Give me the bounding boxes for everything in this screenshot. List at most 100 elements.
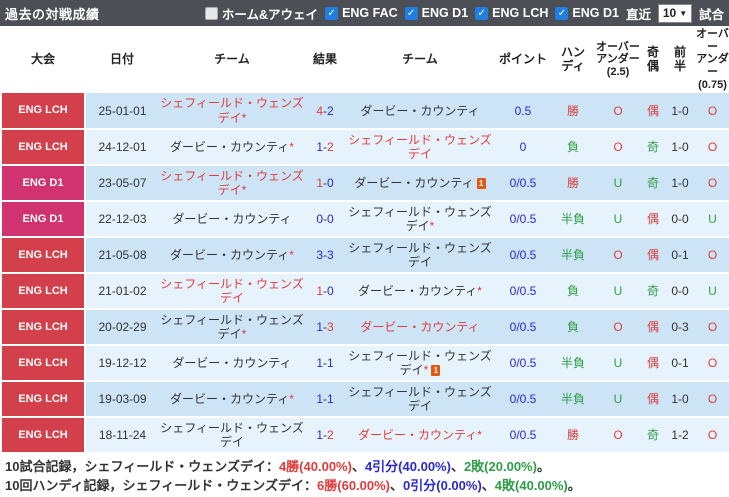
home-score: 4	[316, 103, 323, 118]
home-score: 1	[316, 392, 323, 406]
odd-even-result: 奇	[641, 165, 665, 203]
away-team: ダービー・カウンティ	[345, 93, 495, 131]
chevron-down-icon: ▼	[679, 8, 688, 18]
match-score: 1-2	[305, 129, 345, 167]
match-date: 21-01-02	[85, 273, 159, 311]
col-header-home-team: チーム	[159, 26, 305, 94]
star-marker: *	[423, 363, 429, 378]
handicap-result: 半負	[551, 381, 595, 419]
table-row: ENG LCH 19-03-09 ダービー・カウンティ* 1-1 シェフィールド…	[0, 381, 729, 419]
league-filter-checkbox[interactable]: ✓ ENG LCH	[475, 6, 548, 20]
summary-segment: 、	[450, 459, 464, 475]
league-filter-checkbox[interactable]: ✓ ENG D1	[555, 6, 619, 20]
summary-segment: 、	[481, 478, 495, 494]
match-score: 0-0	[305, 201, 345, 239]
over-under-25-result: U	[595, 381, 641, 419]
league-filter-checkbox[interactable]: ✓ ENG D1	[404, 6, 469, 20]
match-date: 19-12-12	[85, 345, 159, 383]
page-title: 過去の対戦成績	[5, 6, 100, 22]
handicap-result: 負	[551, 129, 595, 167]
over-under-075-result: O	[695, 129, 729, 167]
summary-line: 10回ハンディ記録，シェフィールド・ウェンズデイ：6勝(60.00%)、0引分(…	[5, 476, 724, 495]
score-separator: -	[323, 103, 327, 118]
over-under-25-result: O	[595, 309, 641, 347]
odd-even-result: 偶	[641, 201, 665, 239]
over-under-075-result: O	[695, 93, 729, 131]
match-date: 25-01-01	[85, 93, 159, 131]
league-badge: ENG LCH	[0, 345, 86, 383]
star-marker: *	[289, 140, 294, 154]
league-badge: ENG LCH	[0, 417, 86, 455]
over-under-25-result: O	[595, 237, 641, 275]
away-score: 2	[327, 140, 334, 154]
match-score: 1-0	[305, 273, 345, 311]
star-marker: *	[241, 110, 247, 125]
over-under-25-result: U	[595, 273, 641, 311]
team-name: ダービー・カウンティ	[354, 176, 474, 190]
odd-even-result: 偶	[641, 309, 665, 347]
checkbox-checked-icon: ✓	[475, 6, 489, 20]
col-header-first-half: 前 半	[665, 26, 695, 94]
over-under-075-result: U	[695, 273, 729, 311]
half-time-score: 0-1	[665, 237, 695, 275]
table-row: ENG LCH 19-12-12 ダービー・カウンティ 1-1 シェフィールド・…	[0, 345, 729, 383]
summary-segment: 10回ハンディ記録，シェフィールド・ウェンズデイ：	[5, 478, 318, 494]
col-header-date: 日付	[85, 26, 159, 94]
points-cell: 0/0.5	[495, 165, 551, 203]
over-under-075-result: O	[695, 345, 729, 383]
match-score: 1-0	[305, 165, 345, 203]
star-marker: *	[429, 219, 435, 234]
checkbox-checked-icon: ✓	[555, 6, 569, 20]
match-date: 19-03-09	[85, 381, 159, 419]
team-name: シェフィールド・ウェンズデイ	[348, 204, 492, 234]
team-name: ダービー・カウンティ	[358, 428, 478, 442]
points-cell: 0/0.5	[495, 381, 551, 419]
home-team: ダービー・カウンティ	[159, 345, 305, 383]
team-name: シェフィールド・ウェンズデイ	[160, 168, 304, 198]
home-score: 0	[316, 212, 323, 226]
match-score: 4-2	[305, 93, 345, 131]
home-team: シェフィールド・ウェンズデイ	[159, 273, 305, 311]
league-filter-checkbox[interactable]: ✓ ENG FAC	[325, 6, 398, 20]
summary-segment: 4引分(40.00%)	[364, 459, 451, 475]
recent-count-select[interactable]: 10 ▼	[657, 3, 692, 23]
over-under-075-result: O	[695, 237, 729, 275]
odd-even-result: 奇	[641, 129, 665, 167]
half-time-score: 1-0	[665, 165, 695, 203]
half-time-score: 0-0	[665, 273, 695, 311]
checkbox-unchecked-icon	[204, 6, 218, 20]
match-score: 3-3	[305, 237, 345, 275]
home-score: 1	[316, 284, 323, 298]
col-header-odd-even: 奇 偶	[641, 26, 665, 94]
home-team: ダービー・カウンティ*	[159, 129, 305, 167]
filter-label: ENG D1	[421, 6, 469, 20]
summary-segment: 10試合記録，シェフィールド・ウェンズデイ：	[5, 459, 279, 475]
match-date: 22-12-03	[85, 201, 159, 239]
handicap-result: 半負	[551, 201, 595, 239]
odd-even-result: 偶	[641, 237, 665, 275]
star-marker: *	[241, 183, 247, 198]
team-name: シェフィールド・ウェンズデイ	[160, 276, 304, 306]
summary-segment: 2敗(20.00%)	[463, 459, 537, 475]
over-under-25-result: U	[595, 345, 641, 383]
home-away-label: ホーム&アウェイ	[221, 7, 319, 22]
points-cell: 0.5	[495, 93, 551, 131]
table-header-row: 大会 日付 チーム 結果 チーム ポイント ハン ディ オーバー アンダー (2…	[1, 26, 729, 94]
away-score: 1	[327, 356, 334, 370]
home-score: 1	[316, 356, 323, 370]
home-team: ダービー・カウンティ	[159, 201, 305, 239]
table-row: ENG LCH 25-01-01 シェフィールド・ウェンズデイ* 4-2 ダービ…	[0, 93, 729, 131]
games-label: 試合	[698, 7, 724, 22]
league-badge: ENG LCH	[0, 237, 86, 275]
team-name: シェフィールド・ウェンズデイ	[348, 384, 492, 414]
home-away-checkbox[interactable]: ホーム&アウェイ	[204, 4, 319, 23]
checkbox-checked-icon: ✓	[404, 6, 418, 20]
team-name: ダービー・カウンティ	[170, 248, 290, 262]
over-under-075-result: O	[695, 417, 729, 455]
col-header-away-team: チーム	[345, 26, 495, 94]
league-badge: ENG D1	[0, 201, 86, 239]
half-time-score: 0-3	[665, 309, 695, 347]
points-cell: 0/0.5	[495, 309, 551, 347]
handicap-result: 負	[551, 309, 595, 347]
table-row: ENG LCH 18-11-24 シェフィールド・ウェンズデイ 1-2 ダービー…	[0, 417, 729, 455]
